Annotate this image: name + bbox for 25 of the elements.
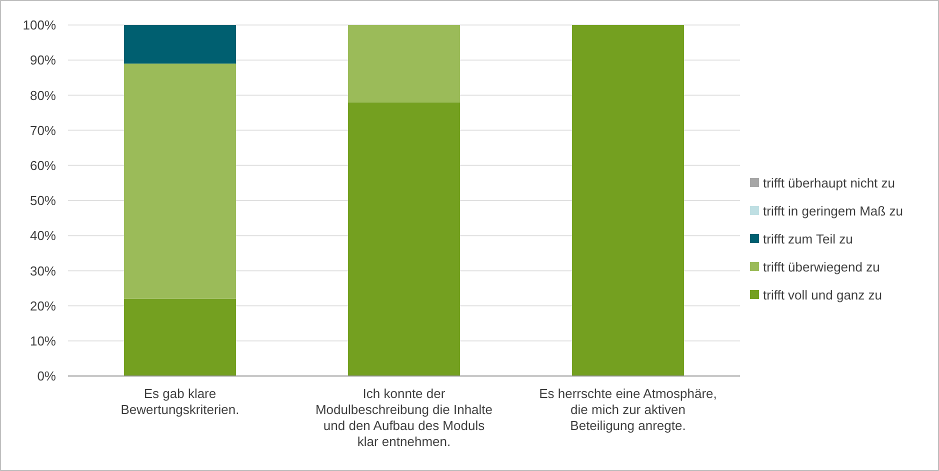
legend-label: trifft überwiegend zu bbox=[763, 260, 880, 275]
x-tick-label: Es herrschte eine Atmosphäre, die mich zur aktiven Beteiligung anregte. bbox=[539, 386, 717, 433]
y-tick-label: 100% bbox=[22, 18, 56, 33]
bar bbox=[124, 298, 236, 376]
y-tick-label: 90% bbox=[30, 52, 56, 68]
y-tick-label: 20% bbox=[30, 298, 56, 314]
legend-label: trifft zum Teil zu bbox=[763, 232, 853, 247]
y-tick-label: 60% bbox=[30, 158, 56, 173]
y-tick-label: 40% bbox=[30, 228, 56, 244]
bar bbox=[124, 64, 236, 299]
legend-label: trifft voll und ganz zu bbox=[763, 288, 882, 303]
x-tick-label: Ich konnte der Modulbeschreibung die Inhalte und den Aufbau des Moduls klar entnehmen. bbox=[315, 386, 493, 449]
y-tick-label: 80% bbox=[30, 88, 56, 103]
bar bbox=[348, 102, 460, 376]
bar bbox=[572, 25, 684, 376]
bar bbox=[124, 25, 236, 64]
y-tick-label: 70% bbox=[30, 122, 56, 138]
y-tick-label: 30% bbox=[30, 263, 56, 278]
legend-label: trifft in geringem Maß zu bbox=[763, 204, 903, 219]
y-tick-label: 0% bbox=[37, 368, 56, 384]
y-tick-label: 50% bbox=[30, 193, 56, 208]
y-tick-label: 10% bbox=[30, 333, 56, 348]
bar bbox=[348, 25, 460, 102]
legend-label: trifft überhaupt nicht zu bbox=[763, 176, 896, 191]
x-tick-label: Es gab klare Bewertungskriterien. bbox=[120, 386, 240, 417]
